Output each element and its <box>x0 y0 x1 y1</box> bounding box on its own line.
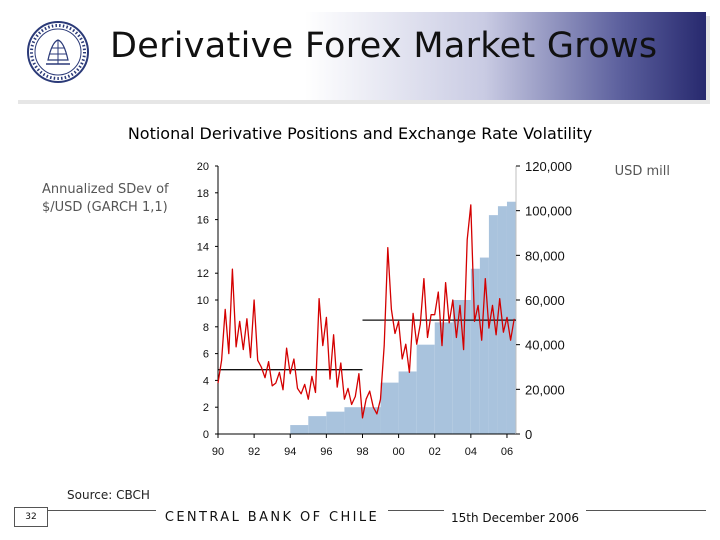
positions-bar-3 <box>344 407 363 434</box>
positions-bar-14 <box>506 201 516 434</box>
x-tick-label-4: 98 <box>356 446 368 458</box>
right-tick-label-5: 100,000 <box>525 204 572 219</box>
right-tick-label-0: 0 <box>525 427 532 442</box>
left-tick-label-1: 2 <box>203 402 209 414</box>
tick-labels-group: 02468101214161820020,00040,00060,00080,0… <box>197 159 572 458</box>
volatility-series-line <box>217 204 515 419</box>
central-bank-seal-icon <box>27 21 89 83</box>
positions-bar-10 <box>470 268 480 434</box>
positions-bar-5 <box>380 382 399 434</box>
volatility-line-group <box>217 204 515 419</box>
left-tick-label-5: 10 <box>197 295 209 307</box>
left-tick-label-0: 0 <box>203 429 209 441</box>
positions-bar-8 <box>434 322 453 434</box>
positions-bar-7 <box>416 344 435 434</box>
right-tick-label-4: 80,000 <box>525 248 565 263</box>
left-tick-label-7: 14 <box>197 241 209 253</box>
left-axis-unit-line1: Annualized SDev of <box>42 182 169 197</box>
chart-axes-group <box>215 165 520 438</box>
left-axis-unit-label: Annualized SDev of $/USD (GARCH 1,1) <box>42 181 192 217</box>
positions-bars-group <box>290 201 516 434</box>
left-tick-label-3: 6 <box>203 349 209 361</box>
x-tick-label-5: 00 <box>392 446 404 458</box>
chart-title: Notional Derivative Positions and Exchan… <box>127 124 593 143</box>
footer-date: 15th December 2006 <box>444 509 586 527</box>
positions-bar-1 <box>308 416 327 434</box>
title-band <box>14 12 706 100</box>
left-tick-label-2: 4 <box>203 375 209 387</box>
right-tick-label-1: 20,000 <box>525 382 565 397</box>
positions-bar-0 <box>290 425 309 434</box>
left-tick-label-8: 16 <box>197 215 209 227</box>
page-number: 32 <box>14 507 48 527</box>
slide-title: Derivative Forex Market Grows <box>110 26 658 66</box>
x-tick-label-7: 04 <box>465 446 477 458</box>
positions-bar-2 <box>326 411 345 434</box>
positions-bar-11 <box>479 257 489 434</box>
positions-bar-6 <box>398 371 417 434</box>
right-tick-label-2: 40,000 <box>525 338 565 353</box>
left-tick-label-4: 8 <box>203 322 209 334</box>
left-tick-label-9: 18 <box>197 188 209 200</box>
x-tick-label-8: 06 <box>501 446 513 458</box>
positions-bar-4 <box>362 407 381 434</box>
left-tick-label-10: 20 <box>197 161 209 173</box>
x-tick-label-2: 94 <box>284 446 296 458</box>
right-tick-label-3: 60,000 <box>525 293 565 308</box>
footer-bank-name: CENTRAL BANK OF CHILE <box>156 509 388 527</box>
right-tick-label-6: 120,000 <box>525 159 572 174</box>
left-axis-unit-line2: $/USD (GARCH 1,1) <box>42 200 168 215</box>
x-tick-label-6: 02 <box>429 446 441 458</box>
source-note: Source: CBCH <box>67 488 150 502</box>
x-tick-label-3: 96 <box>320 446 332 458</box>
right-axis-unit-label: USD mill <box>614 164 670 179</box>
left-tick-label-6: 12 <box>197 268 209 280</box>
x-tick-label-0: 90 <box>212 446 224 458</box>
positions-bar-12 <box>488 215 498 434</box>
x-tick-label-1: 92 <box>248 446 260 458</box>
